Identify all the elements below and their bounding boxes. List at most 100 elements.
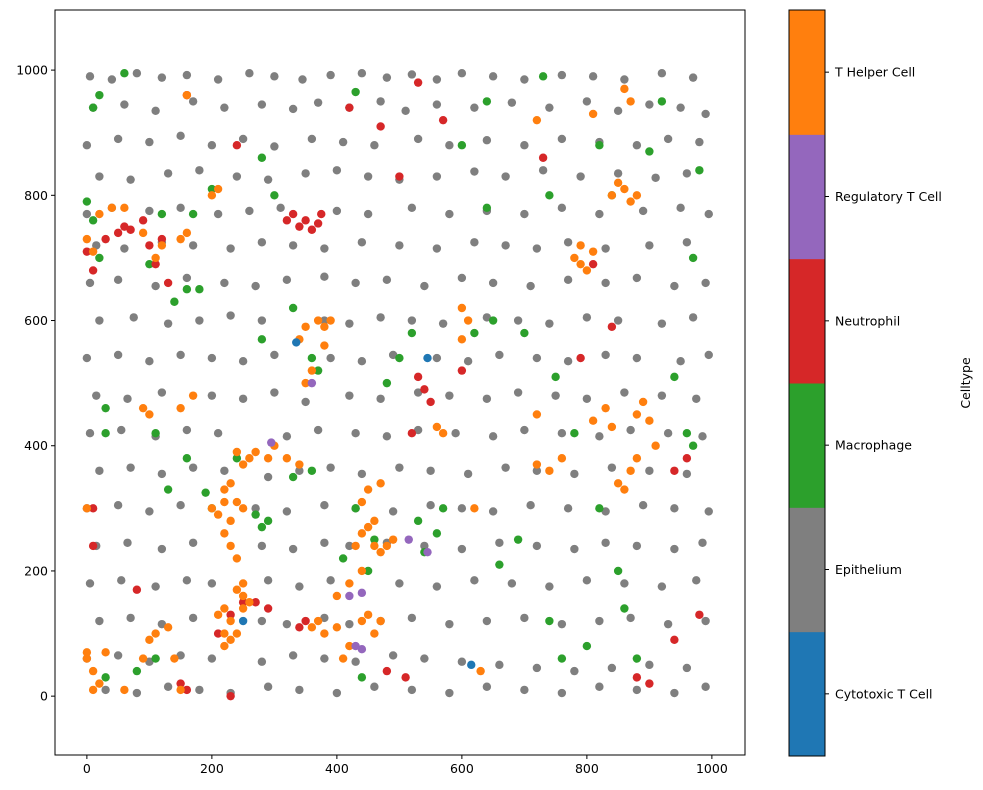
point-epithelium <box>357 238 367 247</box>
point-macrophage <box>101 429 110 438</box>
point-macrophage <box>257 522 267 532</box>
point-t-helper-cell <box>382 541 392 551</box>
point-epithelium <box>357 469 367 479</box>
point-epithelium <box>557 619 567 629</box>
point-epithelium <box>407 613 417 623</box>
point-t-helper-cell <box>188 391 198 400</box>
point-neutrophil <box>151 259 160 269</box>
point-t-helper-cell <box>613 479 623 488</box>
point-neutrophil <box>88 266 98 275</box>
point-epithelium <box>563 275 573 285</box>
point-epithelium <box>632 353 642 363</box>
point-epithelium <box>126 175 135 184</box>
point-macrophage <box>157 209 167 219</box>
point-epithelium <box>470 238 479 247</box>
colorbar-segment <box>789 258 825 384</box>
point-epithelium <box>470 103 479 112</box>
point-epithelium <box>176 651 185 660</box>
point-t-helper-cell <box>145 635 154 645</box>
point-epithelium <box>420 281 429 291</box>
point-epithelium <box>207 654 217 663</box>
point-epithelium <box>457 504 467 513</box>
point-macrophage <box>288 303 298 313</box>
point-epithelium <box>363 172 373 181</box>
point-epithelium <box>382 275 392 285</box>
point-regulatory-t-cell <box>357 644 367 654</box>
point-epithelium <box>313 425 323 435</box>
point-macrophage <box>263 516 273 526</box>
point-epithelium <box>520 613 529 623</box>
point-t-helper-cell <box>151 629 160 638</box>
point-macrophage <box>351 504 360 513</box>
point-t-helper-cell <box>532 410 542 419</box>
point-neutrophil <box>176 679 185 688</box>
point-t-helper-cell <box>220 485 229 494</box>
point-neutrophil <box>670 635 679 645</box>
point-epithelium <box>351 278 360 288</box>
point-macrophage <box>557 654 567 663</box>
point-epithelium <box>288 651 298 660</box>
point-epithelium <box>107 75 117 84</box>
point-epithelium <box>332 688 342 698</box>
point-t-helper-cell <box>82 504 92 513</box>
point-neutrophil <box>695 610 704 619</box>
point-neutrophil <box>120 222 129 231</box>
point-macrophage <box>82 197 92 206</box>
point-t-helper-cell <box>301 378 310 388</box>
point-epithelium <box>413 134 423 144</box>
point-epithelium <box>482 136 492 145</box>
point-t-helper-cell <box>301 322 310 331</box>
point-t-helper-cell <box>238 460 248 469</box>
point-epithelium <box>420 541 429 551</box>
point-t-helper-cell <box>220 641 229 651</box>
y-tick-label: 800 <box>24 188 48 203</box>
point-t-helper-cell <box>182 228 192 238</box>
point-neutrophil <box>113 228 123 238</box>
point-epithelium <box>145 137 154 147</box>
point-epithelium <box>295 466 304 475</box>
point-epithelium <box>688 313 698 322</box>
point-epithelium <box>145 206 154 216</box>
point-cytotoxic-t-cell <box>238 616 248 626</box>
point-cytotoxic-t-cell <box>467 660 476 670</box>
point-epithelium <box>257 316 267 325</box>
point-epithelium <box>195 685 204 695</box>
point-epithelium <box>401 106 410 115</box>
point-t-helper-cell <box>532 460 542 469</box>
point-epithelium <box>445 209 454 219</box>
point-regulatory-t-cell <box>267 438 276 447</box>
point-epithelium <box>570 469 579 479</box>
point-t-helper-cell <box>220 529 229 538</box>
point-epithelium <box>445 141 454 150</box>
point-macrophage <box>613 566 623 576</box>
point-epithelium <box>126 463 135 472</box>
point-epithelium <box>595 682 604 691</box>
point-t-helper-cell <box>232 629 242 638</box>
point-epithelium <box>445 688 454 698</box>
point-epithelium <box>451 429 460 438</box>
point-t-helper-cell <box>245 454 254 463</box>
point-neutrophil <box>301 616 310 626</box>
point-epithelium <box>457 657 467 666</box>
point-epithelium <box>501 241 510 250</box>
point-t-helper-cell <box>338 654 348 663</box>
y-tick-label: 200 <box>24 563 48 578</box>
point-neutrophil <box>182 685 192 695</box>
point-macrophage <box>257 335 267 344</box>
point-macrophage <box>457 141 467 150</box>
point-epithelium <box>645 100 654 109</box>
point-macrophage <box>682 429 692 438</box>
point-t-helper-cell <box>607 191 617 200</box>
point-epithelium <box>195 166 204 175</box>
point-t-helper-cell <box>313 616 323 626</box>
point-epithelium <box>163 682 173 691</box>
point-epithelium <box>132 688 142 698</box>
point-t-helper-cell <box>357 529 367 538</box>
point-regulatory-t-cell <box>351 641 360 651</box>
point-t-helper-cell <box>588 109 598 119</box>
point-t-helper-cell <box>632 191 642 200</box>
point-epithelium <box>257 657 267 666</box>
point-epithelium <box>151 281 160 291</box>
point-epithelium <box>545 582 554 591</box>
